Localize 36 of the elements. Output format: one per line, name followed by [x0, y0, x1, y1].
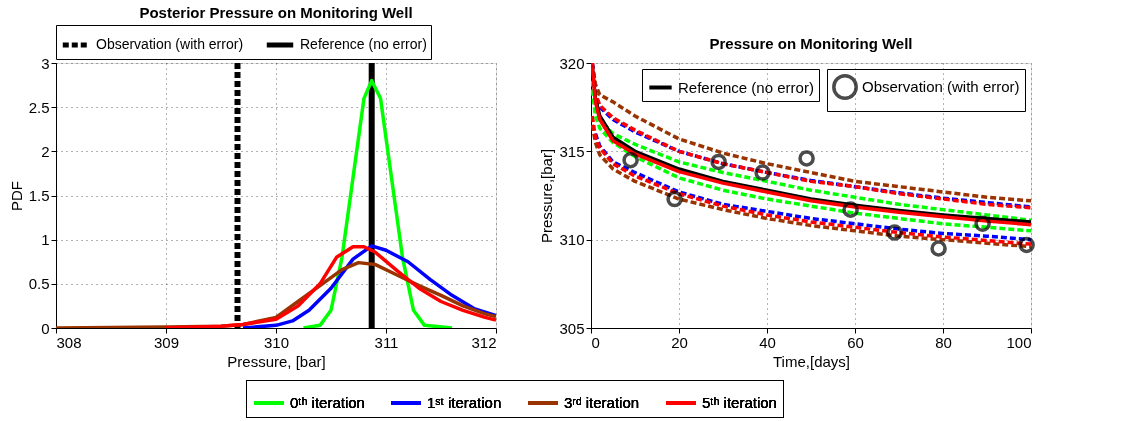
x-tick-label: 100 — [1006, 333, 1032, 351]
y-tick-label: 310 — [559, 231, 585, 249]
x-tick-label: 0 — [591, 333, 600, 351]
x-tick-label: 80 — [935, 333, 952, 351]
x-axis-title: Pressure, [bar] — [227, 352, 326, 370]
y-tick-label: 2.5 — [28, 98, 50, 116]
x-tick-label: 309 — [153, 333, 180, 351]
legend-label: Observation (with error) — [862, 78, 1020, 95]
y-tick-label: 0 — [41, 319, 50, 337]
x-tick-label: 311 — [374, 333, 399, 351]
y-tick-label: 305 — [559, 319, 585, 337]
x-tick-label: 40 — [759, 333, 776, 351]
x-tick-label: 310 — [263, 333, 290, 351]
x-axis-title: Time,[days] — [773, 352, 850, 370]
x-tick-label: 20 — [671, 333, 688, 351]
y-tick-label: 320 — [559, 54, 585, 72]
chart-title: Posterior Pressure on Monitoring Well — [139, 3, 413, 21]
legend-label: 0ᵗʰ iteration — [290, 394, 365, 411]
y-tick-label: 2 — [41, 142, 50, 160]
legend-label: Reference (no error) — [678, 78, 814, 96]
y-tick-label: 1.5 — [28, 187, 50, 204]
x-tick-label: 60 — [847, 333, 864, 351]
x-tick-label: 308 — [56, 333, 82, 351]
chart-title: Pressure on Monitoring Well — [709, 35, 913, 52]
legend-label: 5ᵗʰ iteration — [702, 394, 777, 411]
y-axis-title: PDF — [7, 181, 25, 211]
y-axis-title: Pressure,[bar] — [538, 148, 556, 244]
legend-label: Observation (with error) — [96, 36, 244, 52]
y-tick-label: 0.5 — [28, 275, 50, 293]
legend-label: 3ʳᵈ iteration — [564, 394, 640, 411]
y-tick-label: 1 — [41, 231, 50, 249]
x-tick-label: 312 — [471, 333, 497, 351]
ref-line-label: Reference (no error) — [300, 36, 427, 52]
y-tick-label: 315 — [559, 142, 585, 160]
y-tick-label: 3 — [41, 54, 50, 72]
legend-label: 1ˢᵗ iteration — [427, 394, 502, 411]
